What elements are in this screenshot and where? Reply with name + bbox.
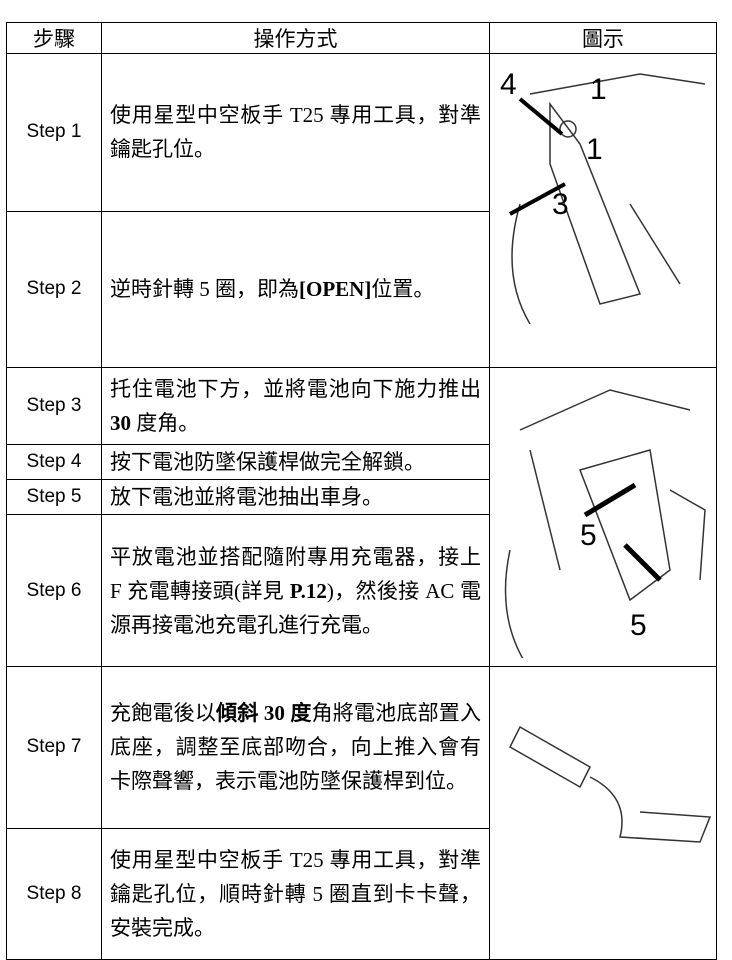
step-label: Step 8 — [6, 827, 102, 960]
text-run: 平放電池並搭配隨附專用充電器，接上 F 充電轉接頭(詳見 — [110, 544, 481, 603]
step-description: 逆時針轉 5 圈，即為[OPEN]位置。 — [101, 210, 490, 368]
figure-label: 5 — [630, 609, 647, 642]
step-label: Step 7 — [6, 666, 102, 829]
figure-label: 3 — [552, 188, 569, 221]
text-run: 30 — [110, 411, 131, 435]
step-label: Step 4 — [6, 444, 102, 480]
step-label: Step 5 — [6, 479, 102, 515]
text-run: 放下電池並將電池抽出車身。 — [110, 485, 383, 509]
text-run: 托住電池下方，並將電池向下施力推出 — [110, 377, 481, 401]
illustration — [509, 725, 712, 843]
battery-drawing — [509, 725, 712, 843]
header-cell: 步驟 — [6, 22, 102, 54]
header-row: 步驟 操作方式 圖示 — [6, 22, 717, 54]
text-run: 角將電池底部置入底座，調整至底部吻合，向上推入會有卡際聲響，表示電池防墜保護桿到… — [110, 701, 482, 794]
step-label: Step 3 — [6, 367, 102, 445]
text-run: 傾斜 30 度 — [216, 701, 312, 726]
text-run: [OPEN] — [299, 277, 372, 302]
step-row: Step 2 逆時針轉 5 圈，即為[OPEN]位置。 — [6, 210, 717, 368]
step-label: Step 6 — [6, 514, 102, 667]
text-run: 按下電池防墜保護桿做完全解鎖。 — [110, 450, 425, 474]
arrow — [509, 97, 566, 216]
bolt — [559, 120, 577, 138]
step-description: 托住電池下方，並將電池向下施力推出 30 度角。 — [101, 367, 490, 445]
step-row: Step 6 平放電池並搭配隨附專用充電器，接上 F 充電轉接頭(詳見 P.12)… — [6, 514, 717, 667]
header-cell: 圖示 — [489, 22, 717, 54]
step-row: Step 5 放下電池並將電池抽出車身。 — [6, 479, 717, 515]
step-description: 平放電池並搭配隨附專用充電器，接上 F 充電轉接頭(詳見 P.12)，然後接 A… — [101, 514, 490, 667]
figure-label: 1 — [586, 133, 603, 166]
step-row: Step 7 充飽電後以傾斜 30 度角將電池底部置入底座，調整至底部吻合，向上推… — [6, 666, 717, 960]
illustration: 4 113 — [500, 68, 706, 325]
figure-label: 1 — [590, 73, 607, 106]
header-cell: 操作方式 — [101, 22, 490, 54]
frame-drawing — [504, 389, 706, 671]
step-row: Step 8 使用星型中空板手 T25 專用工具，對準鑰匙孔位，順時針轉 5 圈直… — [6, 827, 717, 960]
text-run: 度角。 — [131, 411, 200, 435]
step-label: Step 2 — [6, 210, 102, 368]
figure-label: 5 — [580, 519, 597, 552]
step-label: Step 1 — [6, 53, 102, 212]
text-run: 使用星型中空板手 T25 專用工具，對準鑰匙孔位，順時針轉 5 圈直到卡卡聲，安… — [110, 847, 481, 940]
text-run: 逆時針轉 5 圈，即為 — [110, 277, 299, 302]
step-description: 放下電池並將電池抽出車身。 — [101, 479, 490, 515]
step-description: 按下電池防墜保護桿做完全解鎖。 — [101, 444, 490, 480]
frame-drawing — [511, 73, 706, 325]
step-description: 使用星型中空板手 T25 專用工具，對準鑰匙孔位，順時針轉 5 圈直到卡卡聲，安… — [101, 827, 490, 960]
text-run: 充飽電後以 — [110, 701, 217, 726]
step-row: Step 1 使用星型中空板手 T25 專用工具，對準鑰匙孔位。 4 1 1 3 — [6, 53, 717, 368]
text-run: P.12 — [289, 578, 327, 603]
text-run: 使用星型中空板手 T25 專用工具，對準鑰匙孔位。 — [110, 103, 481, 162]
steps-table: 步驟 操作方式 圖示 Step 1 使用星型中空板手 T25 專用工具，對準鑰匙孔… — [6, 22, 717, 960]
step-description: 充飽電後以傾斜 30 度角將電池底部置入底座，調整至底部吻合，向上推入會有卡際聲… — [101, 666, 490, 829]
step-description: 使用星型中空板手 T25 專用工具，對準鑰匙孔位。 — [101, 53, 490, 212]
step-row: Step 4 按下電池防墜保護桿做完全解鎖。 — [6, 444, 717, 480]
step-row: Step 3 托住電池下方，並將電池向下施力推出 30 度角。 5 5 — [6, 367, 717, 671]
text-run: )，然後接 AC 電源再接電池充電孔進行充電。 — [110, 578, 481, 637]
illustration: 55 — [504, 389, 706, 671]
text-run: 位置。 — [371, 277, 435, 302]
figure-label: 4 — [500, 68, 517, 101]
figure-cell — [489, 666, 717, 960]
arrow — [583, 482, 662, 582]
